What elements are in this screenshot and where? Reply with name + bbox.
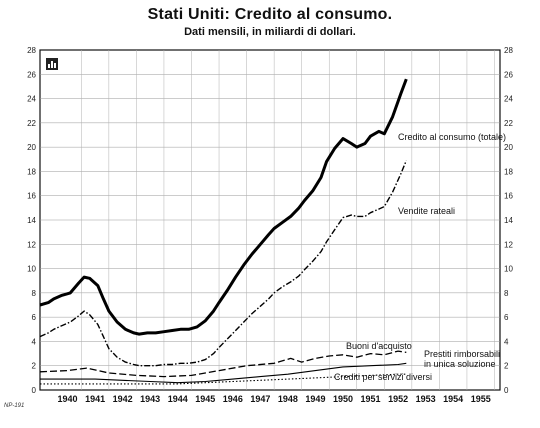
series-line-4 xyxy=(40,362,407,384)
x-tick-label: 1946 xyxy=(223,394,243,404)
y-tick-label-left: 16 xyxy=(27,192,36,201)
y-tick-label-left: 6 xyxy=(32,313,37,322)
x-tick-label: 1954 xyxy=(443,394,463,404)
x-tick-label: 1944 xyxy=(168,394,188,404)
y-tick-label-left: 18 xyxy=(27,167,36,176)
y-tick-label-right: 0 xyxy=(504,386,509,395)
y-tick-label-right: 26 xyxy=(504,70,513,79)
series-label-5: Crediti per servizi diversi xyxy=(334,372,432,382)
y-tick-label-right: 16 xyxy=(504,192,513,201)
series-label-2: Vendite rateali xyxy=(398,206,455,216)
y-tick-label-right: 8 xyxy=(504,289,509,298)
x-tick-label: 1955 xyxy=(471,394,491,404)
y-tick-label-right: 20 xyxy=(504,143,513,152)
series-line-5 xyxy=(40,373,407,385)
y-tick-label-left: 8 xyxy=(32,289,37,298)
series-lines xyxy=(39,78,408,385)
y-tick-label-right: 18 xyxy=(504,167,513,176)
y-tick-label-left: 14 xyxy=(27,216,36,225)
series-line-3 xyxy=(39,350,407,378)
y-tick-label-left: 24 xyxy=(27,95,36,104)
grid-lines xyxy=(40,50,500,390)
series-labels: Credito al consumo (totale) Vendite ratea… xyxy=(334,132,506,382)
series-line-1 xyxy=(39,78,408,336)
series-label-3: Buoni d'acquisto xyxy=(346,341,412,351)
y-tick-label-right: 22 xyxy=(504,119,513,128)
x-tick-label: 1943 xyxy=(140,394,160,404)
series-line-2 xyxy=(39,160,407,367)
x-tick-label: 1951 xyxy=(361,394,381,404)
x-tick-label: 1948 xyxy=(278,394,298,404)
y-tick-label-left: 20 xyxy=(27,143,36,152)
y-tick-label-left: 22 xyxy=(27,119,36,128)
x-tick-label: 1947 xyxy=(250,394,270,404)
x-tick-label: 1953 xyxy=(416,394,436,404)
chart-subtitle: Dati mensili, in miliardi di dollari. xyxy=(184,26,356,38)
x-tick-label: 1950 xyxy=(333,394,353,404)
y-tick-label-right: 6 xyxy=(504,313,509,322)
x-axis: 1940 1941 1942 1943 1944 1945 1946 1947 1948 1949… xyxy=(58,394,491,404)
x-tick-label: 1940 xyxy=(58,394,78,404)
x-tick-label: 1945 xyxy=(195,394,215,404)
y-tick-label-right: 12 xyxy=(504,240,513,249)
y-tick-label-left: 0 xyxy=(32,386,37,395)
y-tick-label-right: 10 xyxy=(504,265,513,274)
series-label-4-cont: in unica soluzione xyxy=(424,359,496,369)
x-tick-label: 1949 xyxy=(305,394,325,404)
chart-logo-icon xyxy=(46,58,58,70)
y-tick-label-left: 26 xyxy=(27,70,36,79)
y-tick-label-right: 4 xyxy=(504,337,509,346)
y-tick-label-left: 12 xyxy=(27,240,36,249)
y-tick-label-left: 2 xyxy=(32,362,37,371)
y-tick-label-right: 28 xyxy=(504,46,513,55)
y-tick-label-right: 2 xyxy=(504,362,509,371)
y-tick-label-right: 14 xyxy=(504,216,513,225)
series-label-1: Credito al consumo (totale) xyxy=(398,132,506,142)
figure-code: NP-191 xyxy=(4,403,25,409)
y-tick-label-right: 24 xyxy=(504,95,513,104)
chart-title: Stati Uniti: Credito al consumo. xyxy=(147,6,393,23)
y-tick-label-left: 10 xyxy=(27,265,36,274)
x-tick-label: 1942 xyxy=(113,394,133,404)
y-tick-label-left: 28 xyxy=(27,46,36,55)
y-tick-label-left: 4 xyxy=(32,337,37,346)
x-tick-label: 1941 xyxy=(85,394,105,404)
series-label-4: Prestiti rimborsabili xyxy=(424,349,500,359)
x-tick-label: 1952 xyxy=(388,394,408,404)
